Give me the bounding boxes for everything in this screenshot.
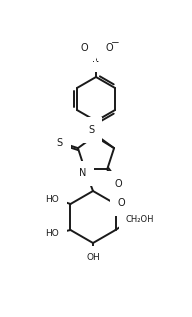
Text: HO: HO [46, 230, 59, 238]
Text: N: N [92, 54, 100, 64]
Text: O: O [80, 43, 88, 53]
Text: S: S [57, 138, 63, 148]
Text: CH₂OH: CH₂OH [125, 216, 154, 224]
Text: O: O [114, 179, 122, 189]
Text: OH: OH [86, 254, 100, 262]
Text: O: O [105, 43, 113, 53]
Text: N: N [79, 168, 87, 178]
Text: HO: HO [46, 195, 59, 204]
Text: S: S [88, 125, 94, 135]
Text: O: O [118, 198, 125, 208]
Text: −: − [111, 38, 119, 48]
